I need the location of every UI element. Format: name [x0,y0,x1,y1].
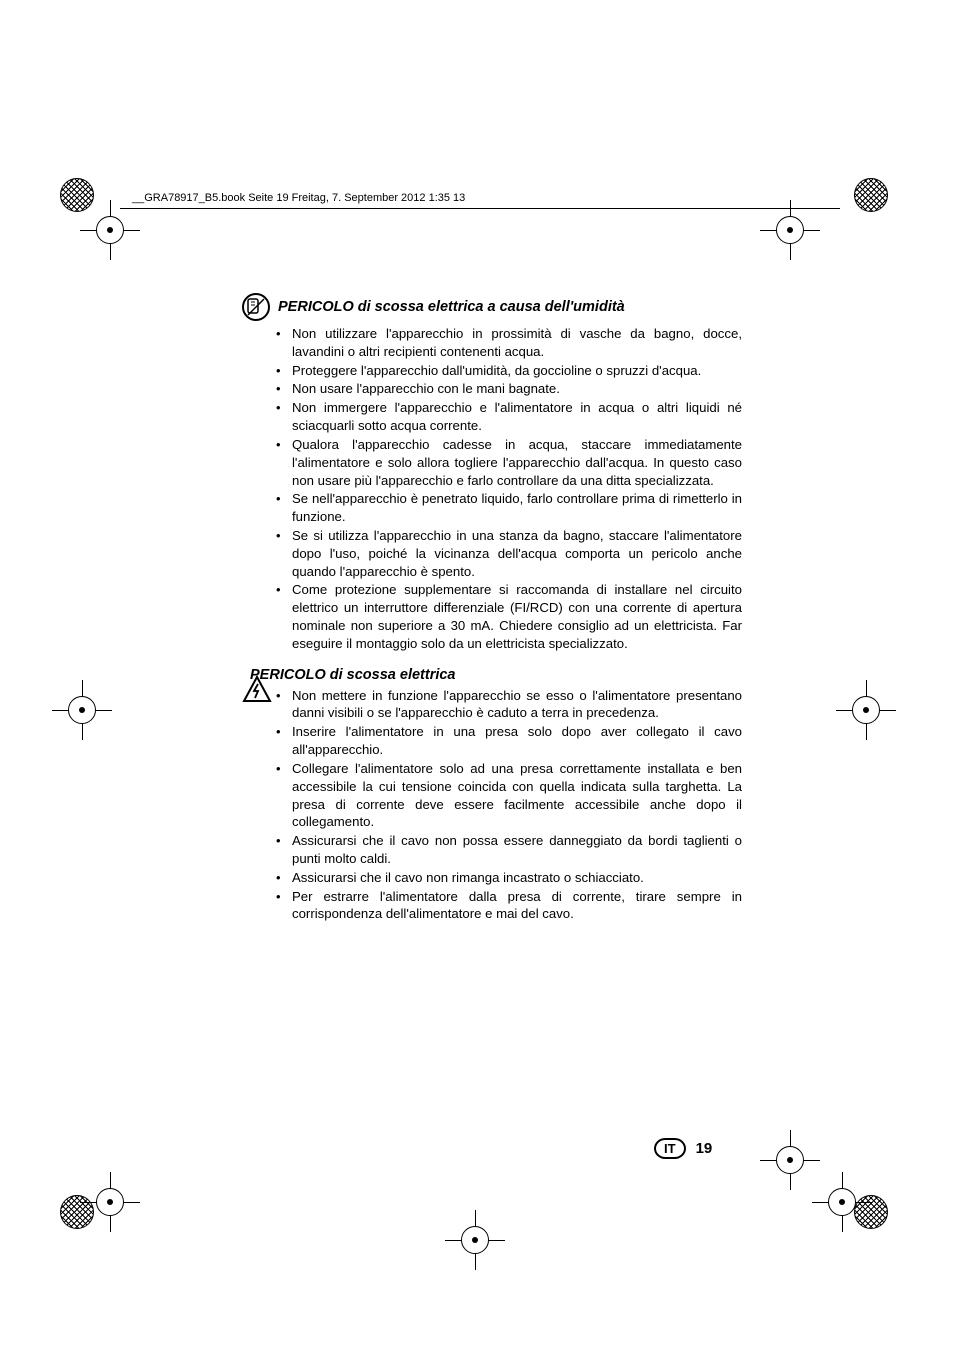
list-item: Non utilizzare l'apparecchio in prossimi… [276,325,742,361]
print-mark-crosshair [52,680,112,740]
header-filename: __GRA78917_B5.book Seite 19 Freitag, 7. … [130,192,467,204]
no-water-icon [242,293,270,321]
print-mark-circle [854,178,888,212]
print-mark-crosshair [836,680,896,740]
list-item: Come protezione supplementare si raccoma… [276,581,742,652]
list-item: Collegare l'alimentatore solo ad una pre… [276,760,742,831]
print-mark-crosshair [760,200,820,260]
header-rule [120,208,840,209]
list-item: Assicurarsi che il cavo non rimanga inca… [276,869,742,887]
print-mark-crosshair [445,1210,505,1270]
section-title: PERICOLO di scossa elettrica [250,667,456,683]
section2-list: Non mettere in funzione l'apparecchio se… [242,687,742,924]
list-item: Non mettere in funzione l'apparecchio se… [276,687,742,723]
print-mark-crosshair [812,1172,872,1232]
list-item: Qualora l'apparecchio cadesse in acqua, … [276,436,742,489]
language-badge: IT [654,1138,686,1159]
list-item: Per estrarre l'alimentatore dalla presa … [276,888,742,924]
print-mark-crosshair [760,1130,820,1190]
list-item: Se nell'apparecchio è penetrato liquido,… [276,490,742,526]
list-item: Inserire l'alimentatore in una presa sol… [276,723,742,759]
list-item: Non immergere l'apparecchio e l'alimenta… [276,399,742,435]
page-footer: IT 19 [654,1138,712,1159]
section-heading: PERICOLO di scossa elettrica a causa del… [242,293,742,321]
page-number: 19 [696,1140,713,1157]
page-content: PERICOLO di scossa elettrica a causa del… [242,285,742,924]
list-item: Assicurarsi che il cavo non possa essere… [276,832,742,868]
list-item: Se si utilizza l'apparecchio in una stan… [276,527,742,580]
list-item: Non usare l'apparecchio con le mani bagn… [276,380,742,398]
section1-list: Non utilizzare l'apparecchio in prossimi… [242,325,742,653]
list-item: Proteggere l'apparecchio dall'umidità, d… [276,362,742,380]
print-mark-crosshair [80,200,140,260]
print-mark-crosshair [80,1172,140,1232]
section-heading: PERICOLO di scossa elettrica [242,667,742,683]
section-title: PERICOLO di scossa elettrica a causa del… [278,299,625,315]
